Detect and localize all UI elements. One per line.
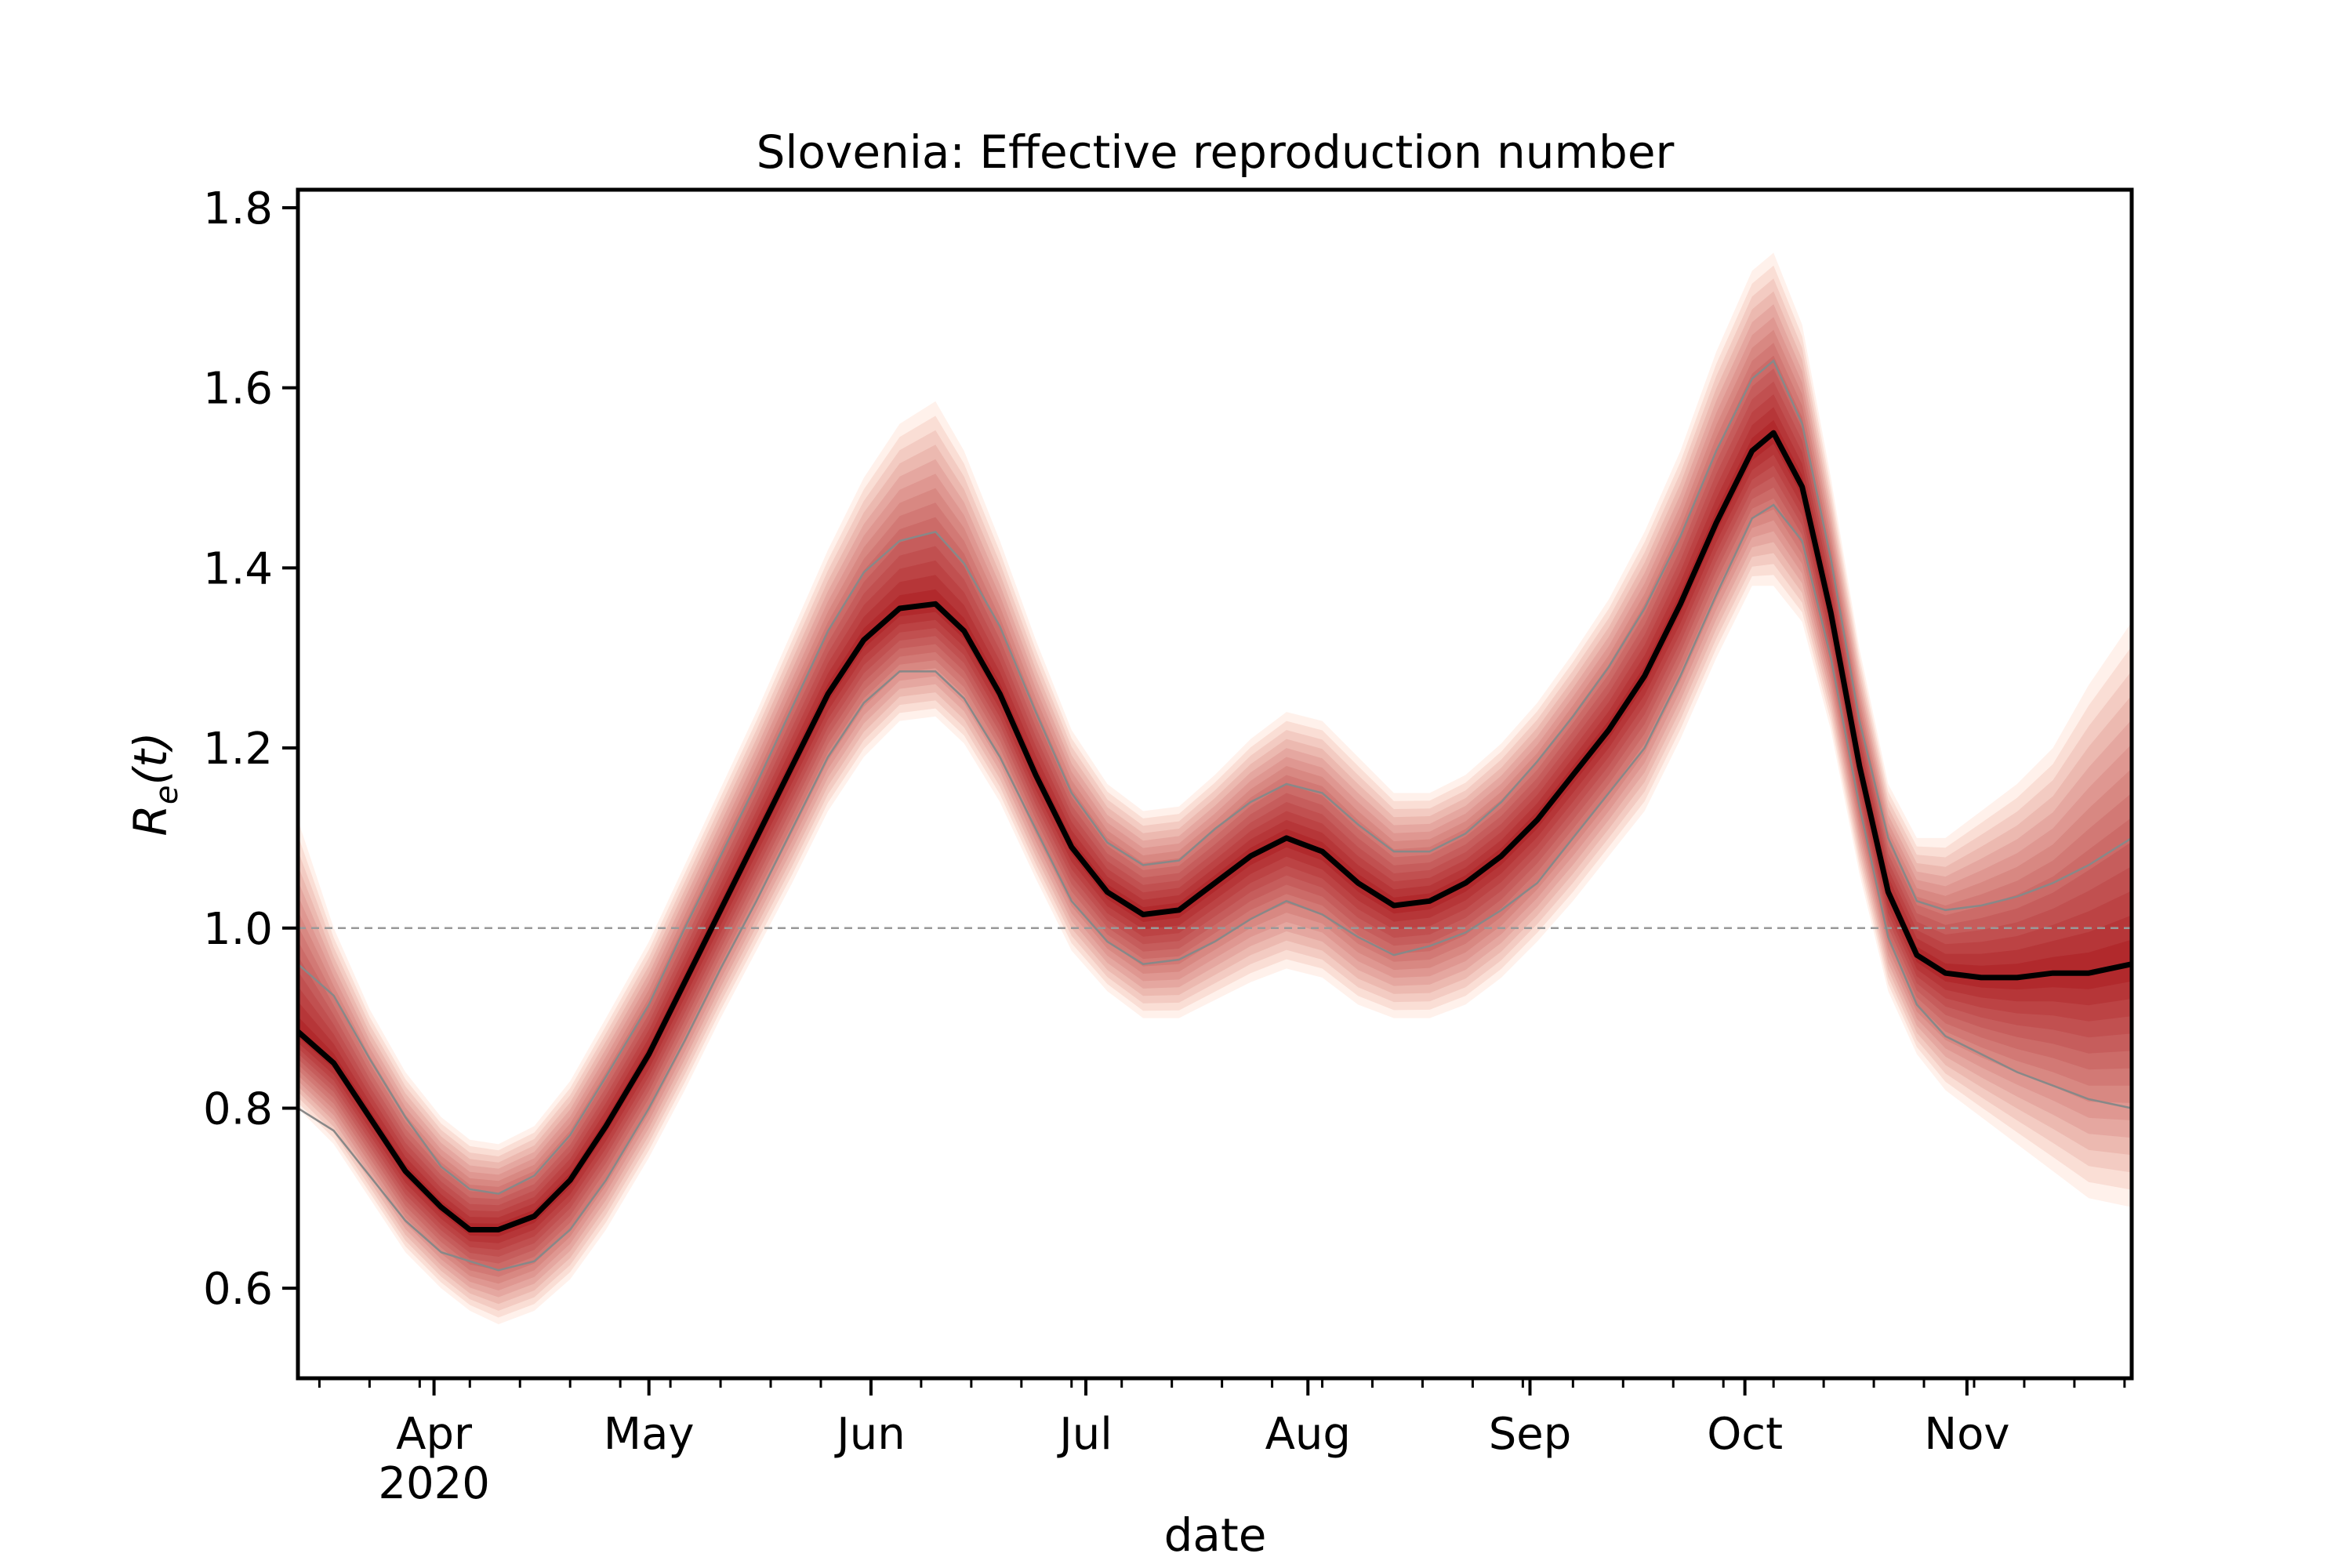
- fan-band: [298, 278, 2132, 1311]
- fan-band: [298, 381, 2132, 1257]
- y-tick-label: 1.4: [203, 543, 273, 594]
- y-axis: 0.6 0.8 1.0 1.2 1.4 1.6 1.8: [203, 183, 298, 1315]
- fan-band: [298, 291, 2132, 1305]
- x-tick-label: Jul: [1057, 1409, 1112, 1460]
- fan-band: [298, 343, 2132, 1277]
- x-tick-label: Jun: [834, 1409, 906, 1460]
- median-line: [296, 430, 2132, 1232]
- y-tick-label: 0.8: [203, 1083, 273, 1134]
- fan-band: [298, 252, 2132, 1325]
- y-axis-label-sub: e: [149, 786, 185, 805]
- fan-band: [298, 394, 2132, 1250]
- fan-band: [298, 265, 2132, 1318]
- y-tick-label: 1.6: [203, 364, 273, 415]
- fan-band: [298, 368, 2132, 1264]
- fan-band: [298, 317, 2132, 1290]
- y-tick-label: 1.8: [203, 183, 273, 234]
- y-tick-label: 1.2: [203, 724, 273, 775]
- interval-lower-line: [297, 503, 2132, 1272]
- x-tick-label: Apr: [396, 1409, 473, 1460]
- y-axis-label-base: R: [124, 804, 177, 836]
- interval-upper-line: [297, 359, 2132, 1195]
- y-axis-label: Re(t): [124, 732, 185, 837]
- chart-title: Slovenia: Effective reproduction number: [757, 125, 1675, 179]
- x-tick-label: Oct: [1707, 1409, 1783, 1460]
- x-tick-year-label: 2020: [378, 1458, 490, 1509]
- fan-band: [298, 355, 2132, 1271]
- fan-band: [298, 329, 2132, 1284]
- y-axis-label-arg: (t): [124, 732, 177, 786]
- y-tick-label: 0.6: [203, 1264, 273, 1315]
- x-tick-label: Aug: [1265, 1409, 1351, 1460]
- x-tick-label: Sep: [1489, 1409, 1572, 1460]
- x-tick-label: May: [604, 1409, 695, 1460]
- x-tick-label: Nov: [1924, 1409, 2009, 1460]
- y-tick-label: 1.0: [203, 904, 273, 955]
- plot-frame: [296, 187, 2134, 1381]
- x-axis-label: date: [1164, 1508, 1267, 1562]
